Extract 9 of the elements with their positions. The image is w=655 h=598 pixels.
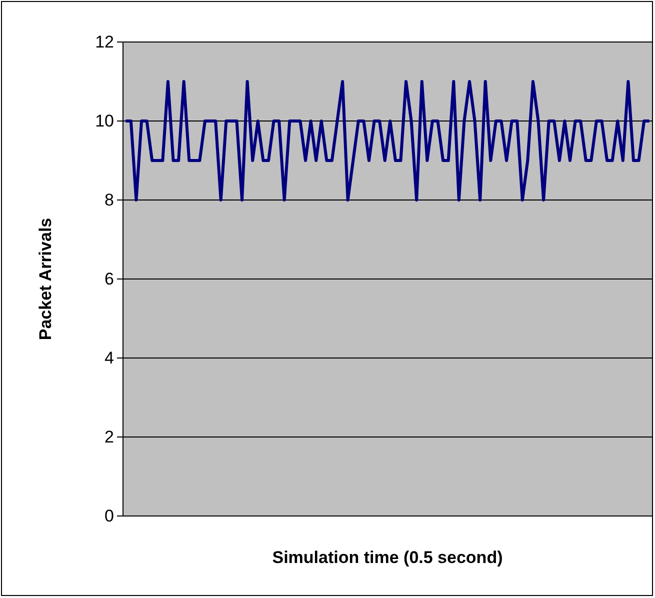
y-tick-label: 2 <box>104 427 114 446</box>
y-tick-label: 8 <box>104 190 114 210</box>
y-tick-label: 10 <box>95 111 114 130</box>
y-tick-label: 4 <box>104 348 114 368</box>
x-axis-title: Simulation time (0.5 second) <box>272 548 503 567</box>
y-tick-label: 0 <box>104 506 114 526</box>
y-tick-label: 6 <box>104 269 114 288</box>
y-tick-label: 12 <box>95 32 114 52</box>
y-axis-title: Packet Arrivals <box>36 218 55 340</box>
